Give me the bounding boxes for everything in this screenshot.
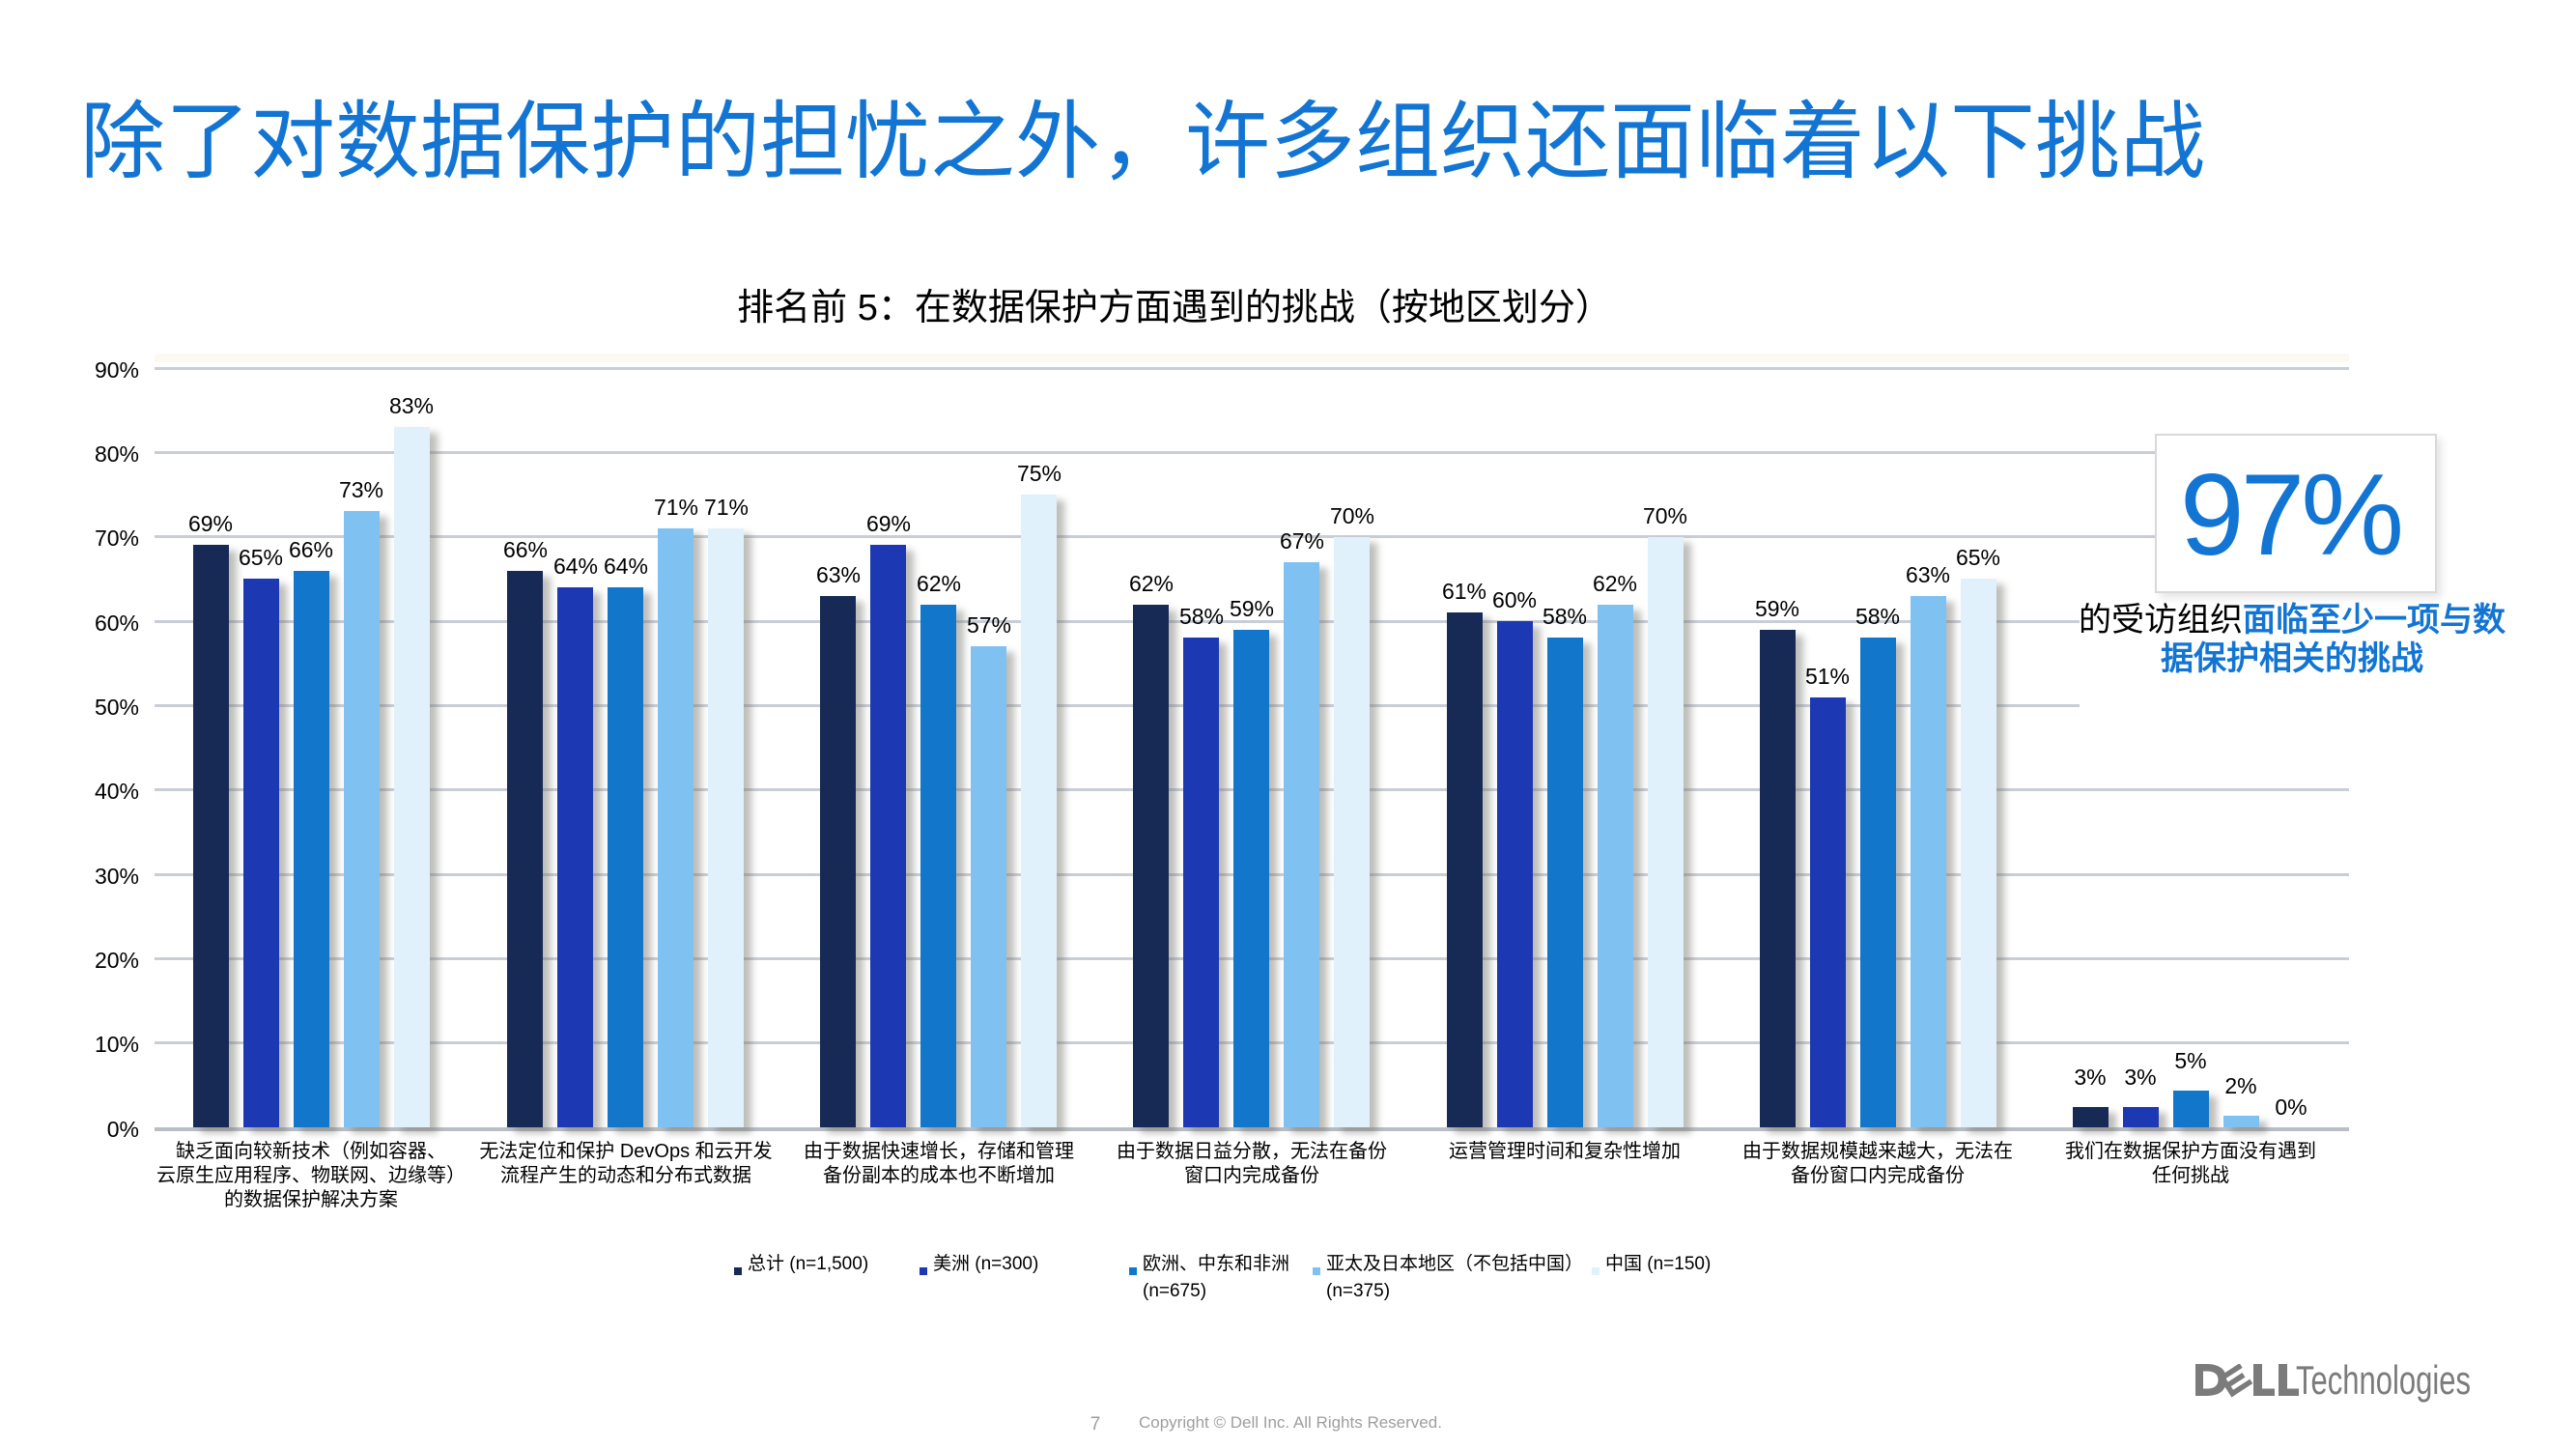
- svg-text:Technologies: Technologies: [2296, 1364, 2471, 1403]
